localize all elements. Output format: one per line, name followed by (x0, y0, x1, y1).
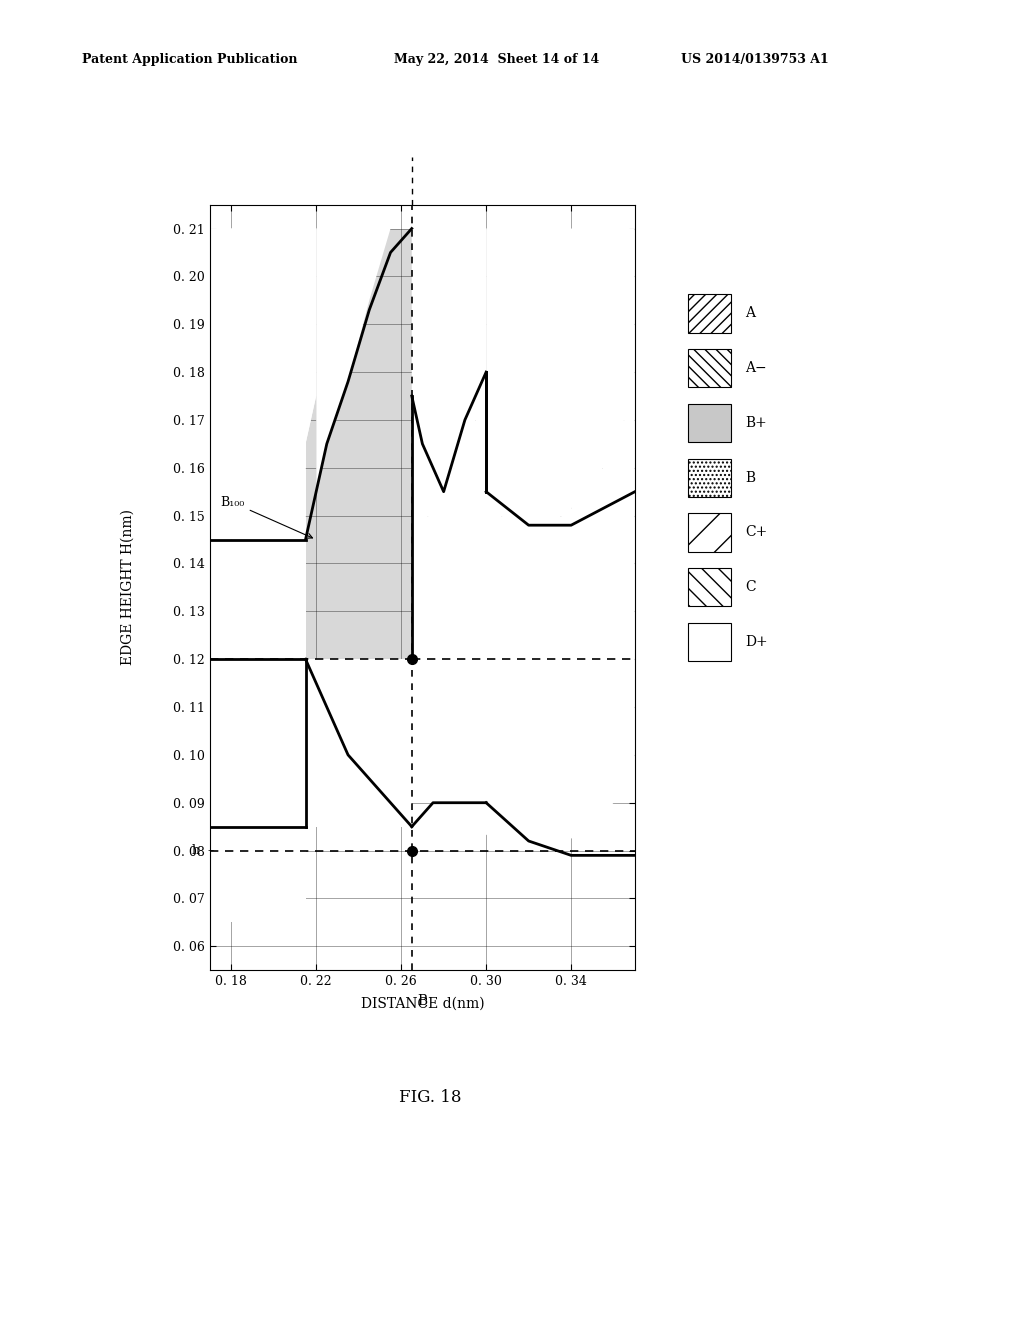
Text: B: B (745, 471, 756, 484)
Bar (688, 404, 731, 442)
Bar (688, 623, 731, 661)
Text: D+: D+ (745, 635, 768, 649)
Text: C: C (745, 581, 756, 594)
Polygon shape (210, 228, 316, 540)
X-axis label: DISTANCE d(nm): DISTANCE d(nm) (360, 997, 484, 1010)
Polygon shape (412, 396, 635, 850)
Text: –: – (204, 843, 214, 857)
Text: h: h (191, 843, 200, 857)
Polygon shape (210, 228, 316, 540)
Polygon shape (305, 659, 412, 826)
Text: B: B (418, 994, 427, 1008)
Text: A−: A− (745, 362, 767, 375)
Bar (688, 294, 731, 333)
Text: May 22, 2014  Sheet 14 of 14: May 22, 2014 Sheet 14 of 14 (394, 53, 599, 66)
Text: A: A (745, 306, 756, 321)
Polygon shape (305, 228, 412, 659)
Polygon shape (412, 228, 486, 540)
Bar (688, 458, 731, 496)
Text: B₁₀₀: B₁₀₀ (220, 496, 312, 539)
Bar (688, 348, 731, 387)
Polygon shape (316, 228, 390, 492)
Polygon shape (210, 826, 305, 923)
Text: Patent Application Publication: Patent Application Publication (82, 53, 297, 66)
Bar (688, 513, 731, 552)
Polygon shape (486, 228, 635, 525)
Bar (688, 568, 731, 606)
Text: C+: C+ (745, 525, 768, 540)
Text: B+: B+ (745, 416, 767, 430)
Text: US 2014/0139753 A1: US 2014/0139753 A1 (681, 53, 828, 66)
Polygon shape (210, 540, 305, 826)
Y-axis label: EDGE HEIGHT H(nm): EDGE HEIGHT H(nm) (120, 510, 134, 665)
Text: FIG. 18: FIG. 18 (398, 1089, 462, 1106)
